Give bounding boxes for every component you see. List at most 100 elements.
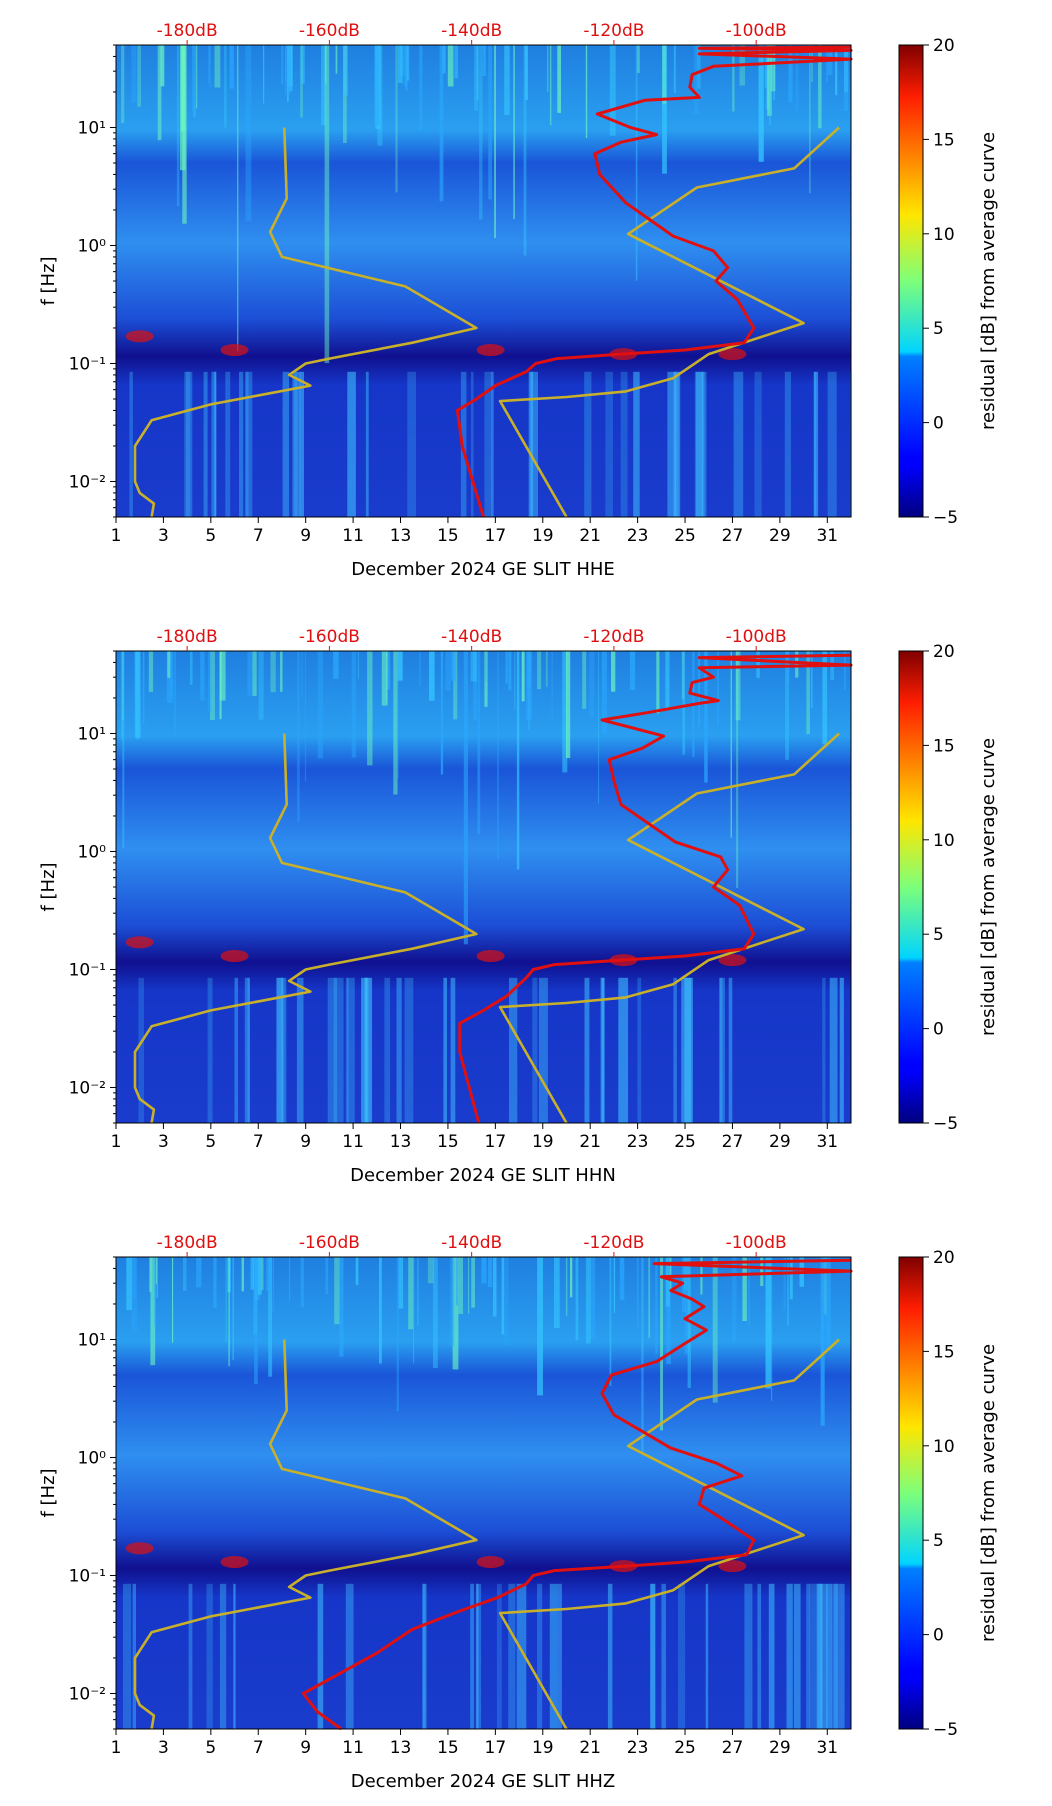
heatmap-streak <box>818 45 822 129</box>
heatmap-streak <box>397 651 403 681</box>
heatmap-streak <box>260 1257 264 1291</box>
heatmap-streak <box>674 371 679 518</box>
heatmap-streak <box>361 977 368 1124</box>
y-tick-label: 10⁻¹ <box>69 960 106 980</box>
heatmap-streak <box>419 45 423 131</box>
heatmap-streak <box>806 1583 810 1730</box>
heatmap-streak <box>265 1257 272 1292</box>
heatmap-streak <box>463 651 468 945</box>
heatmap-streak <box>282 371 290 518</box>
heatmap-streak <box>730 651 732 838</box>
heatmap-streak <box>754 371 762 518</box>
heatmap-streak <box>184 371 191 518</box>
heatmap-streak <box>137 45 141 107</box>
heatmap-streak <box>698 651 701 727</box>
heatmap-streak <box>384 977 391 1124</box>
heatmap-streak <box>806 651 810 735</box>
heatmap-streak <box>299 371 304 518</box>
heatmap-streak <box>728 977 733 1124</box>
top-tick-label: -180dB <box>157 1233 218 1253</box>
heatmap-streak <box>129 371 133 518</box>
model-curve-line <box>498 732 840 1124</box>
heatmap-streak <box>633 371 640 518</box>
heatmap-streak <box>590 1257 596 1340</box>
heatmap-streak <box>477 651 481 834</box>
heatmap-streak <box>131 1257 138 1332</box>
heatmap-streak <box>488 45 493 200</box>
heatmap-streak <box>565 1257 568 1316</box>
heatmap-streak <box>717 651 720 725</box>
heatmap-streak <box>185 371 193 518</box>
x-tick-label: 9 <box>300 526 311 546</box>
heatmap-streak <box>609 45 616 136</box>
heatmap-streak <box>732 45 735 112</box>
x-tick-label: 7 <box>253 1132 264 1152</box>
heatmap-streak <box>160 45 165 87</box>
heatmap-streak <box>452 1257 459 1370</box>
heatmap-streak <box>268 1257 273 1377</box>
heatmap-streak <box>662 45 667 174</box>
heatmap-streak <box>613 1257 616 1314</box>
heatmap-streak <box>521 651 525 702</box>
heatmap-streak <box>635 45 638 281</box>
heatmap-streak <box>317 1583 324 1730</box>
x-tick-label: 15 <box>437 526 459 546</box>
heatmap-streak <box>244 371 253 518</box>
heatmap-streak <box>787 1257 789 1326</box>
heatmap-streak <box>333 977 344 1124</box>
average-curve-line <box>455 45 853 518</box>
heatmap-streak <box>826 1583 832 1730</box>
heatmap-streak <box>484 371 492 518</box>
heatmap-streak <box>758 45 764 162</box>
panel-hhe: 1 3 5 7 9 11 13 15 17 19 21 23 25 27 29 31 10⁻²10⁻¹10⁰1… <box>38 21 999 580</box>
heatmap-streak <box>582 651 587 709</box>
heatmap-streak <box>814 371 817 518</box>
y-tick-label: 10⁻² <box>69 472 106 492</box>
y-tick-label: 10⁻¹ <box>69 354 106 374</box>
x-tick-label: 5 <box>205 1738 216 1758</box>
heatmap-streak <box>733 371 744 518</box>
y-tick-label: 10¹ <box>78 118 106 138</box>
heatmap-streak <box>132 1583 136 1730</box>
heatmap-streak <box>396 977 402 1124</box>
heatmap-streak <box>584 371 592 518</box>
x-tick-label: 25 <box>674 1738 696 1758</box>
heatmap-streak <box>300 45 305 84</box>
heatmap-streak <box>422 1583 426 1730</box>
heatmap-streak <box>809 1583 819 1730</box>
heatmap-streak <box>822 977 826 1124</box>
heatmap-streak <box>666 1257 671 1365</box>
y-axis-label: f [Hz] <box>38 862 59 911</box>
heatmap-streak <box>601 651 607 734</box>
colorbar-tick-label: 5 <box>933 319 944 339</box>
colorbar-tick-label: 10 <box>933 831 955 851</box>
heatmap-streak <box>598 651 600 804</box>
heatmap-streak <box>237 45 239 352</box>
heatmap-streak <box>468 1257 470 1314</box>
heatmap-streak <box>551 651 553 725</box>
x-tick-label: 29 <box>769 1132 791 1152</box>
heatmap-streak <box>704 651 708 783</box>
colorbar <box>898 1256 924 1730</box>
top-tick-label: -100dB <box>726 627 787 647</box>
heatmap-streak <box>835 45 838 96</box>
heatmap-streak <box>123 1583 132 1730</box>
heatmap-streak <box>183 1257 187 1291</box>
heatmap-streak <box>601 977 605 1124</box>
heatmap-streak <box>509 977 518 1124</box>
heatmap-streak <box>600 977 605 1124</box>
heatmap-streak <box>294 371 298 518</box>
heatmap-streak <box>786 1583 793 1730</box>
heatmap-hotspot <box>125 1542 154 1555</box>
heatmap-streak <box>684 977 693 1124</box>
x-tick-label: 11 <box>342 1738 364 1758</box>
heatmap-streak <box>203 371 208 518</box>
heatmap-streak <box>629 651 636 691</box>
heatmap-streak <box>784 371 791 518</box>
heatmap-streak <box>482 45 486 76</box>
heatmap-hotspot <box>220 1556 249 1569</box>
x-tick-label: 19 <box>532 526 554 546</box>
heatmap-streak <box>327 977 337 1124</box>
y-tick-label: 10¹ <box>78 1330 106 1350</box>
heatmap-streak <box>525 45 528 100</box>
